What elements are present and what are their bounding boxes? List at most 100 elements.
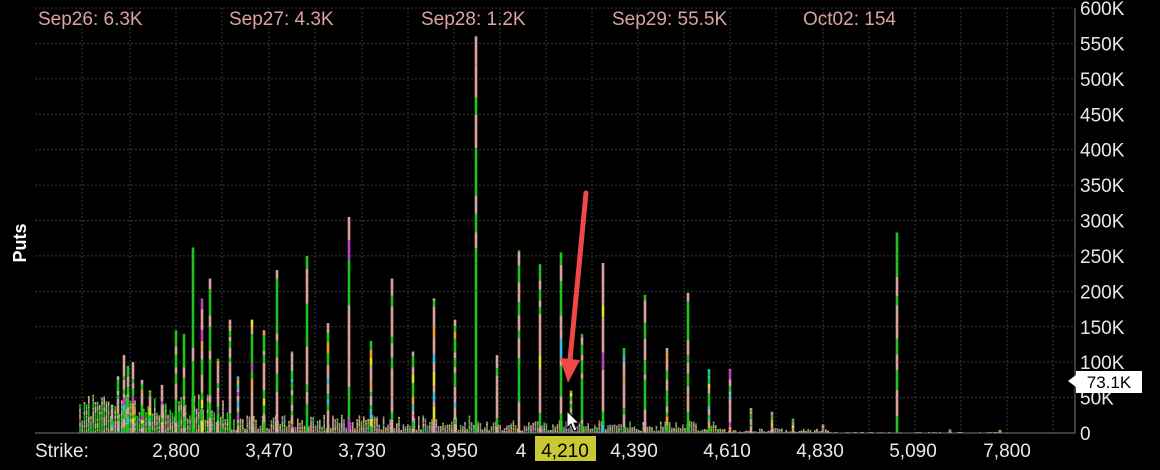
bar-segment xyxy=(715,428,717,430)
bar-segment xyxy=(358,416,361,418)
bar-segment xyxy=(105,403,108,407)
bar-segment xyxy=(525,430,528,432)
bar-segment xyxy=(409,431,411,432)
bar-segment xyxy=(706,431,708,433)
bar-segment xyxy=(710,426,713,427)
bar-segment xyxy=(354,428,356,429)
bar-segment xyxy=(429,429,431,431)
bar-segment xyxy=(288,422,290,424)
bar-segment xyxy=(169,430,171,432)
bar-segment xyxy=(321,428,323,429)
bar-segment xyxy=(635,429,638,430)
bar-segment xyxy=(169,419,171,421)
bar-segment xyxy=(525,428,528,430)
bar-segment xyxy=(671,430,673,432)
bar-segment xyxy=(431,423,433,425)
bar-segment xyxy=(477,428,479,430)
bar-segment xyxy=(660,422,662,424)
bar-segment xyxy=(330,431,332,433)
bar-segment xyxy=(464,423,466,425)
bar-segment xyxy=(376,416,378,418)
bar-segment xyxy=(314,429,317,431)
bar-segment xyxy=(402,431,405,433)
bar-segment xyxy=(358,424,361,426)
bar-segment xyxy=(690,427,693,429)
bar-segment xyxy=(198,425,200,428)
bar-segment xyxy=(283,421,286,424)
bar-segment xyxy=(587,427,589,429)
bar-segment xyxy=(444,430,446,432)
bar-segment xyxy=(224,427,226,429)
bar-segment xyxy=(422,422,424,424)
bar-segment xyxy=(330,431,332,432)
bar-segment xyxy=(239,420,242,421)
bar-segment xyxy=(530,429,532,430)
bar-segment xyxy=(171,421,174,424)
bar-segment xyxy=(635,432,638,433)
bar-segment xyxy=(129,425,132,428)
bar-segment xyxy=(138,427,141,429)
bar-segment xyxy=(204,429,207,431)
bar-segment xyxy=(776,431,779,433)
bar-segment xyxy=(90,416,92,418)
bar-segment xyxy=(688,422,691,424)
bar-segment xyxy=(536,426,539,428)
bar-segment xyxy=(253,419,255,422)
bar-segment xyxy=(310,417,312,419)
bar-segment xyxy=(611,429,614,431)
bar-segment xyxy=(620,426,622,428)
bar-segment xyxy=(292,426,295,428)
bar-segment xyxy=(477,424,479,426)
bar-segment xyxy=(319,424,321,426)
bar-segment xyxy=(470,424,473,426)
bar-segment xyxy=(536,430,539,432)
bar-segment xyxy=(600,427,603,429)
bar-segment xyxy=(226,412,229,415)
bar-segment xyxy=(530,426,532,428)
bar-segment xyxy=(167,415,169,418)
bar-segment xyxy=(572,430,574,432)
bar-segment xyxy=(429,431,431,432)
bar-segment xyxy=(530,427,532,429)
bar-segment xyxy=(554,428,556,429)
bar-segment xyxy=(528,422,530,423)
bar-segment xyxy=(633,427,636,428)
bar-segment xyxy=(246,424,248,427)
bar-segment xyxy=(332,431,334,432)
bar-segment xyxy=(338,428,341,430)
bar-segment xyxy=(407,424,409,425)
bar-segment xyxy=(96,427,99,429)
bar-segment xyxy=(365,427,367,429)
bar-segment xyxy=(715,430,717,432)
bar-segment xyxy=(706,429,708,431)
bar-segment xyxy=(345,429,347,431)
bar-segment xyxy=(92,427,94,430)
bar-segment xyxy=(393,429,396,431)
bar-segment xyxy=(499,426,501,428)
bar-segment xyxy=(162,403,165,407)
bar-segment xyxy=(222,400,224,403)
bar-segment xyxy=(83,419,86,422)
bar-segment xyxy=(576,427,578,429)
bar-segment xyxy=(558,422,561,424)
bar-segment xyxy=(85,413,88,415)
bar-segment xyxy=(165,404,167,408)
bar-segment xyxy=(173,420,176,422)
bar-segment xyxy=(382,421,385,423)
bar-segment xyxy=(129,400,132,403)
bar-segment xyxy=(374,421,376,423)
bar-segment xyxy=(470,430,473,433)
bar-segment xyxy=(215,427,218,429)
bar-segment xyxy=(206,409,209,414)
bar-segment xyxy=(464,428,466,430)
bar-segment xyxy=(283,424,286,427)
bar-segment xyxy=(422,430,424,432)
bar-segment xyxy=(310,422,312,423)
bar-segment xyxy=(288,430,290,432)
bar-segment xyxy=(101,410,103,413)
bar-segment xyxy=(101,397,103,400)
bar-segment xyxy=(336,418,339,420)
bar-segment xyxy=(646,431,649,433)
bar-segment xyxy=(184,430,187,432)
bar-segment xyxy=(545,430,548,431)
